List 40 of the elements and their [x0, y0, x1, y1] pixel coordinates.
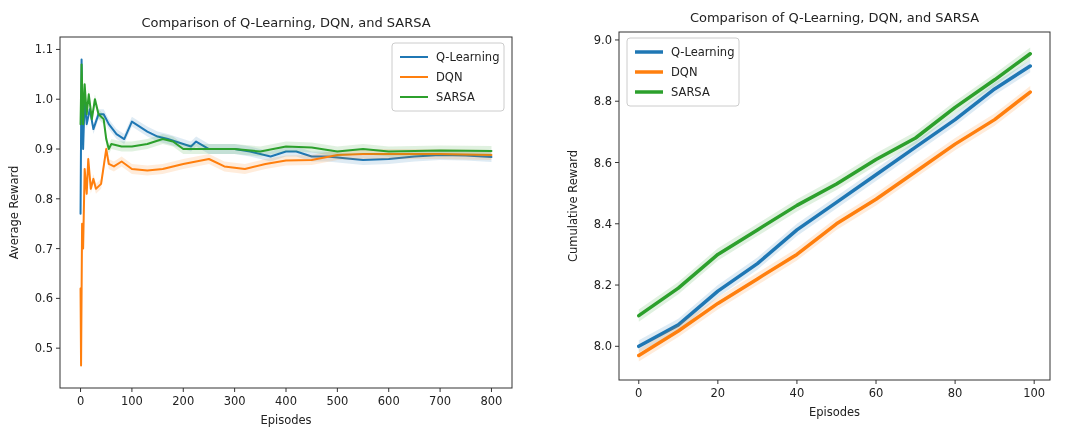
x-tick-label: 80: [947, 386, 963, 400]
y-tick-label: 8.6: [593, 155, 612, 170]
y-tick-label: 1.1: [34, 42, 53, 57]
y-tick-label: 0.6: [34, 291, 53, 306]
legend-label: DQN: [671, 65, 698, 79]
x-tick-label: 700: [429, 394, 452, 408]
y-tick-label: 8.0: [593, 339, 612, 354]
x-tick-label: 200: [172, 394, 195, 408]
y-tick-label: 0.9: [34, 142, 53, 157]
legend-label: SARSA: [671, 85, 710, 99]
x-tick-label: 400: [275, 394, 297, 408]
x-tick-label: 40: [789, 386, 805, 400]
legend-label: Q-Learning: [671, 45, 735, 59]
y-tick-label: 0.7: [34, 241, 53, 256]
x-tick-label: 0: [635, 386, 643, 400]
x-tick-label: 100: [120, 394, 143, 408]
x-tick-label: 500: [326, 394, 349, 408]
y-tick-label: 9.0: [593, 32, 612, 47]
x-tick-label: 0: [76, 394, 85, 408]
y-axis-title: Average Reward: [7, 165, 21, 260]
x-tick-label: 800: [480, 394, 503, 408]
y-tick-label: 1.0: [34, 92, 53, 107]
legend-label: DQN: [436, 70, 463, 84]
x-tick-label: 300: [223, 394, 246, 408]
y-tick-label: 8.8: [593, 94, 612, 109]
x-tick-label: 20: [710, 386, 726, 400]
legend-label: SARSA: [436, 90, 475, 104]
y-tick-label: 0.5: [34, 341, 53, 356]
y-axis-title: Cumulative Reward: [566, 149, 580, 263]
legend-label: Q-Learning: [436, 50, 500, 64]
x-axis-title: Episodes: [808, 405, 861, 419]
y-tick-label: 0.8: [34, 191, 53, 206]
x-tick-label: 60: [868, 386, 884, 400]
y-tick-label: 8.4: [593, 216, 612, 231]
x-tick-label: 100: [1023, 386, 1046, 400]
y-tick-label: 8.2: [593, 278, 612, 293]
x-tick-label: 600: [377, 394, 400, 408]
chart-title: Comparison of Q-Learning, DQN, and SARSA: [689, 10, 980, 25]
x-axis-title: Episodes: [260, 413, 312, 427]
chart-title: Comparison of Q-Learning, DQN, and SARSA: [141, 15, 431, 30]
